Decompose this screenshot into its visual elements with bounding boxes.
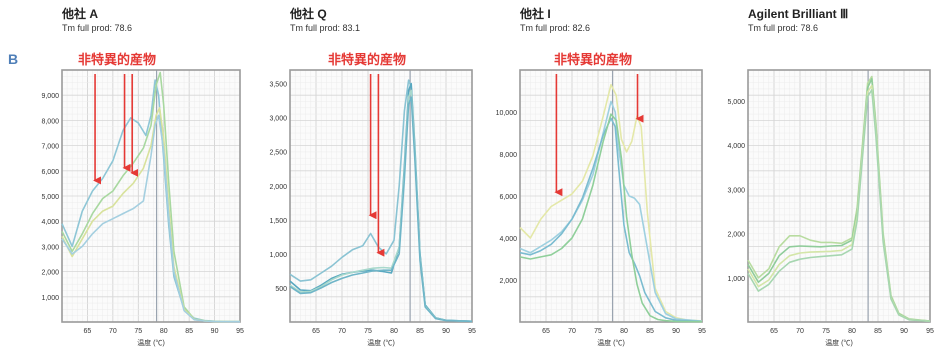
chart-0: 他社 A Tm full prod: 78.6 1,000 2,000 3,000 4,0…: [41, 6, 244, 347]
y-tick-label: 9,000: [41, 93, 59, 100]
y-tick-label: 2,000: [499, 278, 517, 285]
y-tick-label: 6,000: [41, 169, 59, 176]
x-axis-label: 温度 (℃): [597, 338, 625, 347]
y-tick-label: 2,000: [41, 270, 59, 277]
y-tick-label: 3,000: [41, 244, 59, 251]
x-tick-label: 95: [236, 328, 244, 335]
y-tick-label: 4,000: [499, 236, 517, 243]
x-tick-label: 80: [160, 328, 168, 335]
x-tick-label: 65: [84, 328, 92, 335]
x-tick-label: 90: [672, 328, 680, 335]
chart-title: 他社 Q: [289, 6, 327, 21]
y-tick-label: 10,000: [496, 110, 518, 117]
chart-subtitle: Tm full prod: 78.6: [62, 23, 132, 33]
chart-3: Agilent Brilliant Ⅲ Tm full prod: 78.6 1,0…: [727, 7, 934, 347]
y-tick-label: 2,000: [727, 232, 745, 239]
y-tick-label: 6,000: [499, 194, 517, 201]
x-tick-label: 80: [620, 328, 628, 335]
x-tick-label: 75: [822, 328, 830, 335]
x-tick-label: 85: [416, 328, 424, 335]
x-axis-label: 温度 (℃): [825, 338, 853, 347]
panel-label: B: [8, 51, 18, 67]
x-tick-label: 85: [646, 328, 654, 335]
x-tick-label: 95: [698, 328, 706, 335]
y-tick-label: 500: [275, 286, 287, 293]
y-tick-label: 4,000: [727, 143, 745, 150]
x-tick-label: 65: [542, 328, 550, 335]
y-tick-label: 3,000: [269, 116, 287, 123]
annotation-label: 非特異的産物: [554, 52, 632, 67]
annotation-label: 非特異的産物: [78, 52, 156, 67]
x-tick-label: 75: [364, 328, 372, 335]
y-tick-label: 1,500: [269, 218, 287, 225]
chart-title: 他社 A: [61, 6, 98, 21]
x-tick-label: 70: [796, 328, 804, 335]
y-tick-label: 2,500: [269, 150, 287, 157]
x-tick-label: 75: [134, 328, 142, 335]
y-tick-label: 3,500: [269, 82, 287, 89]
x-tick-label: 70: [568, 328, 576, 335]
x-tick-label: 85: [185, 328, 193, 335]
y-tick-label: 7,000: [41, 144, 59, 151]
y-tick-label: 4,000: [41, 219, 59, 226]
x-tick-label: 70: [338, 328, 346, 335]
x-tick-label: 70: [109, 328, 117, 335]
chart-title: Agilent Brilliant Ⅲ: [748, 7, 848, 21]
x-tick-label: 65: [770, 328, 778, 335]
annotation-label: 非特異的産物: [328, 52, 406, 67]
chart-1: 他社 Q Tm full prod: 83.1 500 1,000 1,500 2,000…: [269, 6, 476, 347]
y-tick-label: 5,000: [727, 99, 745, 106]
x-tick-label: 95: [926, 328, 934, 335]
chart-subtitle: Tm full prod: 83.1: [290, 23, 360, 33]
chart-subtitle: Tm full prod: 78.6: [748, 23, 818, 33]
x-tick-label: 85: [874, 328, 882, 335]
x-tick-label: 90: [900, 328, 908, 335]
chart-2: 他社 I Tm full prod: 82.6 2,000 4,000 6,000 8,0…: [496, 6, 706, 347]
x-tick-label: 65: [312, 328, 320, 335]
y-tick-label: 1,000: [269, 252, 287, 259]
y-tick-label: 8,000: [41, 118, 59, 125]
chart-subtitle: Tm full prod: 82.6: [520, 23, 590, 33]
x-axis-label: 温度 (℃): [137, 338, 165, 347]
x-tick-label: 90: [442, 328, 450, 335]
y-tick-label: 5,000: [41, 194, 59, 201]
x-tick-label: 80: [848, 328, 856, 335]
x-tick-label: 80: [390, 328, 398, 335]
x-tick-label: 75: [594, 328, 602, 335]
y-tick-label: 1,000: [41, 295, 59, 302]
x-tick-label: 90: [211, 328, 219, 335]
chart-title: 他社 I: [519, 6, 551, 21]
x-axis-label: 温度 (℃): [367, 338, 395, 347]
x-tick-label: 95: [468, 328, 476, 335]
y-tick-label: 8,000: [499, 152, 517, 159]
y-tick-label: 1,000: [727, 276, 745, 283]
y-tick-label: 2,000: [269, 184, 287, 191]
y-tick-label: 3,000: [727, 187, 745, 194]
